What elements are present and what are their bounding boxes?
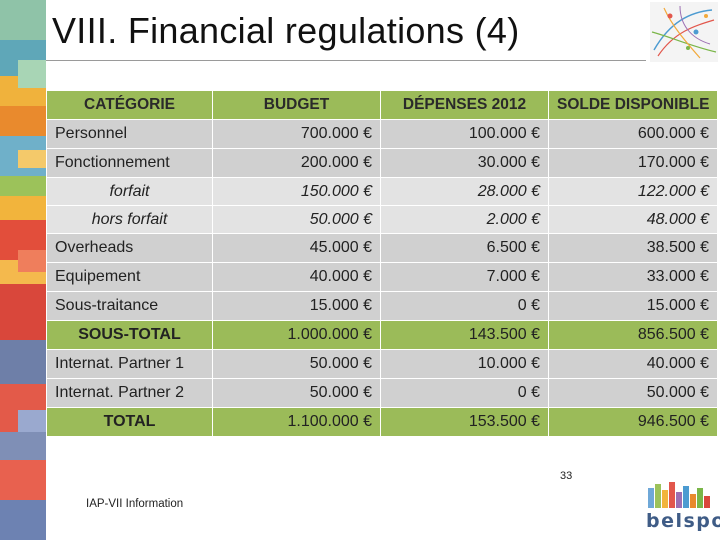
row-balance: 40.000 € (548, 349, 718, 379)
row-expenses: 6.500 € (380, 233, 549, 263)
row-budget: 45.000 € (212, 233, 381, 263)
row-balance: 48.000 € (548, 205, 718, 234)
row-balance: 170.000 € (548, 148, 718, 178)
row-expenses: 28.000 € (380, 177, 549, 206)
header-balance: SOLDE DISPONIBLE (548, 90, 718, 120)
table-row: Internat. Partner 2 50.000 € 0 € 50.000 … (46, 378, 718, 408)
row-category: Fonctionnement (46, 148, 213, 178)
row-budget: 50.000 € (212, 205, 381, 234)
decorative-logo-icon (650, 2, 718, 62)
row-budget: 15.000 € (212, 291, 381, 321)
row-category: hors forfait (46, 205, 213, 234)
row-category: Personnel (46, 119, 213, 149)
total-row: TOTAL 1.100.000 € 153.500 € 946.500 € (46, 407, 718, 437)
row-expenses: 2.000 € (380, 205, 549, 234)
header-category: CATÉGORIE (46, 90, 213, 120)
row-budget: 1.000.000 € (212, 320, 381, 350)
budget-table: CATÉGORIE BUDGET DÉPENSES 2012 SOLDE DIS… (46, 90, 718, 437)
table-row: Sous-traitance 15.000 € 0 € 15.000 € (46, 291, 718, 321)
table-header-row: CATÉGORIE BUDGET DÉPENSES 2012 SOLDE DIS… (46, 90, 718, 120)
row-budget: 50.000 € (212, 349, 381, 379)
row-budget: 50.000 € (212, 378, 381, 408)
row-budget: 200.000 € (212, 148, 381, 178)
table-row: Overheads 45.000 € 6.500 € 38.500 € (46, 233, 718, 263)
title-divider (46, 60, 646, 61)
row-balance: 50.000 € (548, 378, 718, 408)
table-row: Fonctionnement 200.000 € 30.000 € 170.00… (46, 148, 718, 178)
table-row: Internat. Partner 1 50.000 € 10.000 € 40… (46, 349, 718, 379)
decorative-side-stripe (0, 0, 46, 540)
row-balance: 38.500 € (548, 233, 718, 263)
row-balance: 15.000 € (548, 291, 718, 321)
row-expenses: 153.500 € (380, 407, 549, 437)
page-number: 33 (560, 470, 573, 482)
row-expenses: 0 € (380, 291, 549, 321)
row-category: Sous-traitance (46, 291, 213, 321)
row-category: Internat. Partner 2 (46, 378, 213, 408)
row-expenses: 10.000 € (380, 349, 549, 379)
header-budget: BUDGET (212, 90, 381, 120)
row-expenses: 0 € (380, 378, 549, 408)
row-balance: 33.000 € (548, 262, 718, 292)
row-balance: 122.000 € (548, 177, 718, 206)
row-category: TOTAL (46, 407, 213, 437)
table-row: Personnel 700.000 € 100.000 € 600.000 € (46, 119, 718, 149)
slide-title: VIII. Financial regulations (4) (52, 10, 520, 51)
row-balance: 946.500 € (548, 407, 718, 437)
row-expenses: 7.000 € (380, 262, 549, 292)
footer-text: IAP-VII Information (86, 498, 184, 510)
row-category: forfait (46, 177, 213, 206)
row-budget: 40.000 € (212, 262, 381, 292)
row-category: Overheads (46, 233, 213, 263)
table-row: Equipement 40.000 € 7.000 € 33.000 € (46, 262, 718, 292)
row-budget: 1.100.000 € (212, 407, 381, 437)
row-category: Equipement (46, 262, 213, 292)
table-subrow: hors forfait 50.000 € 2.000 € 48.000 € (46, 205, 718, 234)
row-expenses: 143.500 € (380, 320, 549, 350)
belspo-logo: belspo (640, 478, 720, 538)
row-category: SOUS-TOTAL (46, 320, 213, 350)
row-budget: 700.000 € (212, 119, 381, 149)
logo-bars-icon (648, 482, 710, 508)
logo-wordmark: belspo (646, 510, 720, 532)
table-subrow: forfait 150.000 € 28.000 € 122.000 € (46, 177, 718, 206)
row-category: Internat. Partner 1 (46, 349, 213, 379)
row-expenses: 30.000 € (380, 148, 549, 178)
subtotal-row: SOUS-TOTAL 1.000.000 € 143.500 € 856.500… (46, 320, 718, 350)
row-balance: 856.500 € (548, 320, 718, 350)
row-expenses: 100.000 € (380, 119, 549, 149)
row-balance: 600.000 € (548, 119, 718, 149)
row-budget: 150.000 € (212, 177, 381, 206)
header-expenses: DÉPENSES 2012 (380, 90, 549, 120)
